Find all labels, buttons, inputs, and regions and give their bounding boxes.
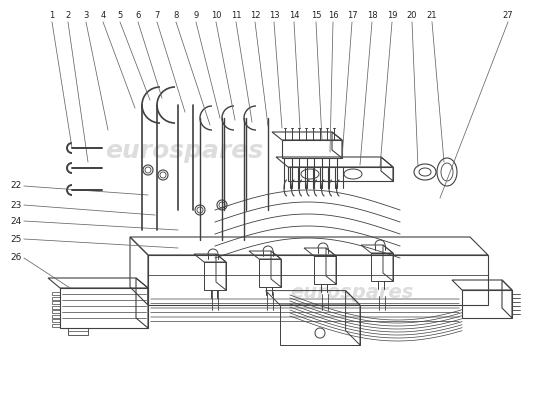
Text: 23: 23	[10, 200, 21, 210]
Text: 22: 22	[10, 182, 21, 190]
Bar	[52, 301, 60, 304]
Text: 3: 3	[83, 12, 89, 20]
Bar	[52, 306, 60, 308]
Text: 15: 15	[311, 12, 321, 20]
Text: 20: 20	[407, 12, 417, 20]
Text: 2: 2	[65, 12, 70, 20]
Text: 11: 11	[231, 12, 241, 20]
Text: 5: 5	[117, 12, 123, 20]
Text: 17: 17	[346, 12, 358, 20]
Text: 7: 7	[155, 12, 159, 20]
Text: 10: 10	[211, 12, 221, 20]
Text: 27: 27	[503, 12, 513, 20]
Text: 18: 18	[367, 12, 377, 20]
Bar	[52, 319, 60, 322]
Text: 24: 24	[10, 216, 21, 226]
Text: 19: 19	[387, 12, 397, 20]
Text: 9: 9	[194, 12, 199, 20]
Text: eurospares: eurospares	[290, 283, 414, 302]
Text: 21: 21	[427, 12, 437, 20]
Text: 14: 14	[289, 12, 299, 20]
Text: 4: 4	[100, 12, 106, 20]
Text: 6: 6	[135, 12, 141, 20]
Bar	[68, 328, 88, 335]
Bar	[52, 292, 60, 295]
Bar	[52, 324, 60, 326]
Text: 16: 16	[328, 12, 338, 20]
Text: eurospares: eurospares	[105, 139, 263, 163]
Text: 12: 12	[250, 12, 260, 20]
Text: 26: 26	[10, 254, 21, 262]
Text: 1: 1	[50, 12, 54, 20]
Text: 8: 8	[173, 12, 179, 20]
Bar	[52, 296, 60, 300]
Text: 13: 13	[269, 12, 279, 20]
Bar	[52, 310, 60, 313]
Bar	[52, 314, 60, 318]
Text: 25: 25	[10, 234, 21, 244]
